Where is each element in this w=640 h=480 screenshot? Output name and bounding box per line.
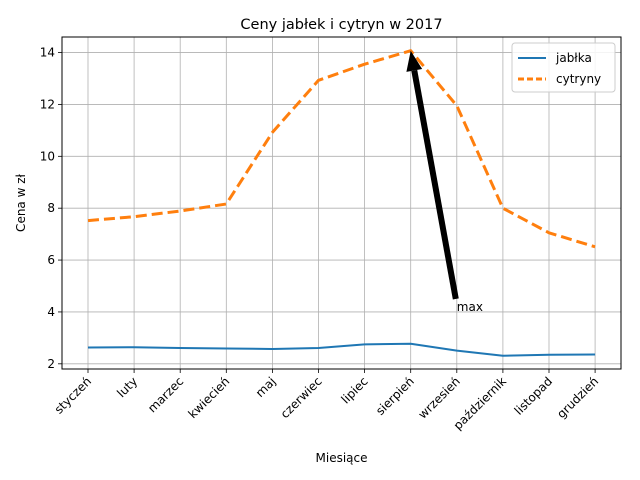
annotation-label: max: [457, 300, 483, 314]
x-axis-label: Miesiące: [316, 451, 368, 465]
y-tick-label: 6: [47, 253, 55, 267]
y-tick-label: 2: [47, 357, 55, 371]
chart-title: Ceny jabłek i cytryn w 2017: [240, 17, 442, 33]
annotation-layer: max: [406, 50, 483, 314]
legend-label: jabłka: [555, 51, 592, 65]
y-tick-label: 14: [40, 46, 55, 60]
legend-label: cytryny: [556, 72, 601, 86]
plot-frame: [61, 36, 622, 370]
annotation-arrow-head: [406, 50, 423, 72]
series-line-jabłka: [87, 342, 596, 357]
y-tick-label: 4: [47, 305, 55, 319]
y-tick-label: 8: [47, 201, 55, 215]
series-line-cytryny: [87, 49, 596, 249]
legend: jabłka cytryny: [511, 42, 616, 93]
series-layer: [87, 49, 596, 357]
y-tick-label: 10: [40, 149, 55, 163]
y-axis-label: Cena w zł: [14, 173, 28, 231]
annotation-arrow-shaft: [411, 69, 459, 300]
y-tick-label: 12: [40, 97, 55, 111]
